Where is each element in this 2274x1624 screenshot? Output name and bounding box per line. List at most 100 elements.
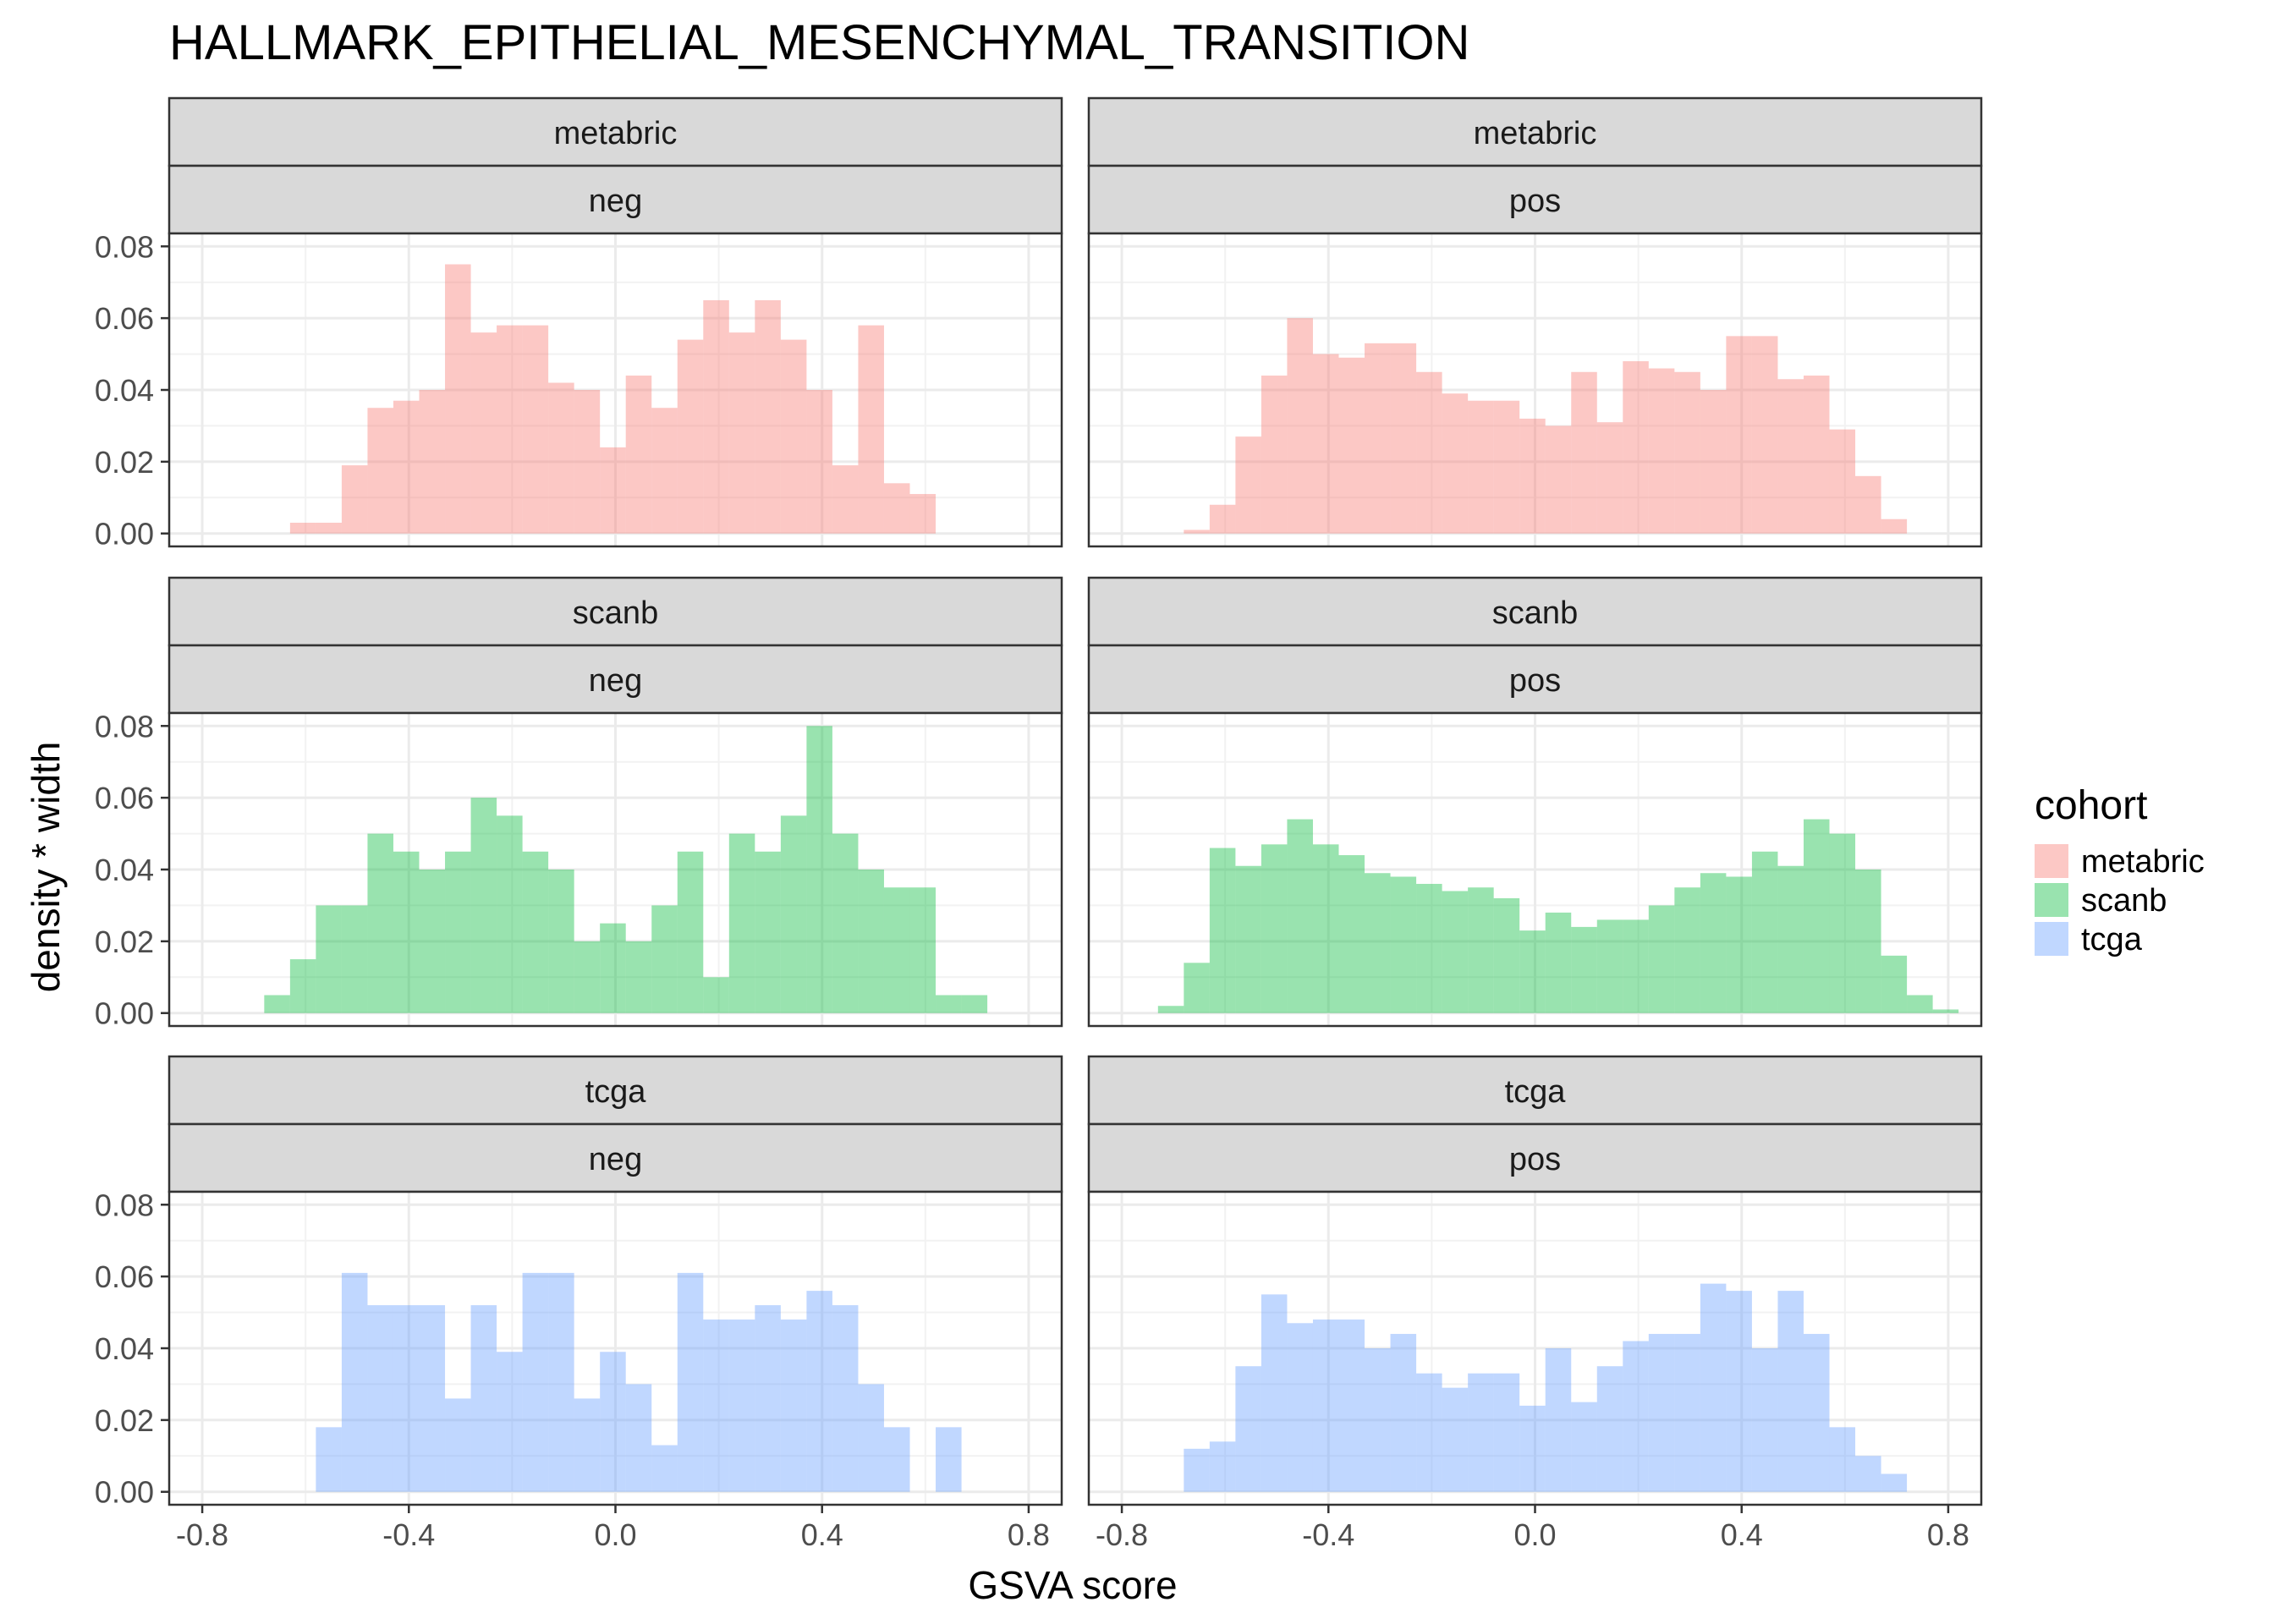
histogram-bar xyxy=(1209,848,1236,1013)
histogram-bar xyxy=(316,522,342,534)
y-tick-label: 0.06 xyxy=(95,301,154,336)
histogram-bar xyxy=(832,1305,859,1492)
strip-cohort-label: tcga xyxy=(1505,1074,1567,1110)
panel-border xyxy=(1087,232,1983,548)
histogram-bar xyxy=(1390,876,1417,1013)
strip-status-label: pos xyxy=(1509,1142,1561,1177)
histogram-bar xyxy=(1184,963,1210,1013)
histogram-bar xyxy=(677,1272,704,1492)
histogram-bar xyxy=(1312,354,1339,534)
strip-cohort-label: scanb xyxy=(1492,595,1578,631)
histogram-bar xyxy=(858,870,884,1013)
histogram-bar xyxy=(419,390,446,534)
histogram-bar xyxy=(1623,1341,1649,1492)
histogram-bar xyxy=(470,798,497,1013)
y-tick-label: 0.08 xyxy=(95,1188,154,1222)
y-tick-label: 0.02 xyxy=(95,924,154,959)
x-tick-label: -0.8 xyxy=(176,1517,228,1552)
histogram-bar xyxy=(1442,1387,1469,1492)
histogram-bar xyxy=(600,447,626,534)
strip-status-label: neg xyxy=(589,663,642,699)
histogram-bar xyxy=(1209,504,1236,534)
histogram-bar xyxy=(728,1320,755,1492)
histogram-bar xyxy=(1700,1283,1727,1492)
histogram-bar xyxy=(1674,371,1700,534)
strip-cohort xyxy=(168,1055,1063,1126)
histogram-bar xyxy=(625,1384,652,1492)
histogram-bar xyxy=(1855,475,1881,534)
histogram-bar xyxy=(497,325,523,534)
histogram-bar xyxy=(1184,1448,1210,1492)
histogram-bar xyxy=(1519,930,1546,1013)
histogram-bar xyxy=(1803,376,1830,534)
histogram-bar xyxy=(574,1398,601,1492)
histogram-bar xyxy=(1157,1006,1184,1013)
histogram-bar xyxy=(1261,1294,1288,1492)
legend-title: cohort xyxy=(2035,783,2147,828)
strip-cohort xyxy=(1087,576,1983,647)
histogram-bar xyxy=(1209,1441,1236,1492)
histogram-bar xyxy=(1700,390,1727,534)
histogram-bar xyxy=(548,382,574,534)
x-tick-label: 0.0 xyxy=(594,1517,636,1552)
histogram-bar xyxy=(1235,1366,1261,1492)
histogram-bar xyxy=(1235,436,1261,534)
histogram-bar xyxy=(1312,844,1339,1013)
x-tick-label: 0.8 xyxy=(1008,1517,1050,1552)
histogram-bar xyxy=(522,1272,549,1492)
histogram-bar xyxy=(574,941,601,1013)
histogram-bar xyxy=(1338,1320,1365,1492)
histogram-bar xyxy=(497,815,523,1013)
histogram-bar xyxy=(1829,429,1856,534)
histogram-bar xyxy=(1907,995,1933,1013)
histogram-bar xyxy=(1390,343,1417,534)
histogram-bar xyxy=(677,851,704,1013)
histogram-bar xyxy=(1338,357,1365,534)
histogram-bar xyxy=(419,1305,446,1492)
strip-cohort-label: scanb xyxy=(573,595,658,631)
x-tick-label: 0.8 xyxy=(1927,1517,1969,1552)
histogram-bar xyxy=(1365,343,1391,534)
histogram-bar xyxy=(1287,318,1313,534)
histogram-bar xyxy=(1596,422,1623,534)
histogram-bar xyxy=(1751,1348,1778,1492)
x-tick-label: 0.4 xyxy=(1721,1517,1763,1552)
y-tick-label: 0.08 xyxy=(95,709,154,743)
histogram-bar xyxy=(1777,865,1804,1013)
x-tick-label: 0.0 xyxy=(1513,1517,1556,1552)
strip-status xyxy=(168,164,1063,235)
histogram-bar xyxy=(883,1427,910,1492)
histogram-bar xyxy=(393,851,420,1013)
y-tick-label: 0.02 xyxy=(95,1403,154,1438)
histogram-bar xyxy=(909,494,937,534)
histogram-bar xyxy=(1338,855,1365,1013)
histogram-bar xyxy=(316,905,342,1013)
histogram-bar xyxy=(445,851,471,1013)
facet-panel-tcga-pos: tcga pos -0.8 -0.4 0.0 0.4 0.8 xyxy=(1087,1055,1983,1552)
histogram-bar xyxy=(574,390,601,534)
histogram-bar xyxy=(755,851,781,1013)
histogram-bar xyxy=(1803,819,1830,1013)
histogram-bar xyxy=(806,390,832,534)
histogram-bar xyxy=(289,522,316,534)
strip-cohort xyxy=(168,576,1063,647)
histogram-bar xyxy=(1881,518,1908,534)
y-tick-label: 0.06 xyxy=(95,1259,154,1294)
y-tick-label: 0.06 xyxy=(95,781,154,815)
histogram-bar xyxy=(1596,1366,1623,1492)
histogram-bar xyxy=(1235,865,1261,1013)
x-tick-label: -0.8 xyxy=(1096,1517,1148,1552)
histogram-bar xyxy=(1416,371,1442,534)
histogram-bar xyxy=(1932,1009,1959,1013)
histogram-bar xyxy=(1829,833,1856,1013)
facet-panel-tcga-neg: tcga neg 0.00 0.02 0.04 0.06 0.08 -0.8 -0.4 0.0 0.… xyxy=(95,1055,1063,1552)
histogram-bar xyxy=(548,1272,574,1492)
histogram-bar xyxy=(341,1272,368,1492)
histogram-bar xyxy=(393,1305,420,1492)
histogram-bar xyxy=(393,400,420,534)
histogram-bar xyxy=(1545,1348,1572,1492)
histogram-bar xyxy=(858,325,884,534)
histogram-bar xyxy=(522,851,549,1013)
y-tick-label: 0.00 xyxy=(95,517,154,551)
